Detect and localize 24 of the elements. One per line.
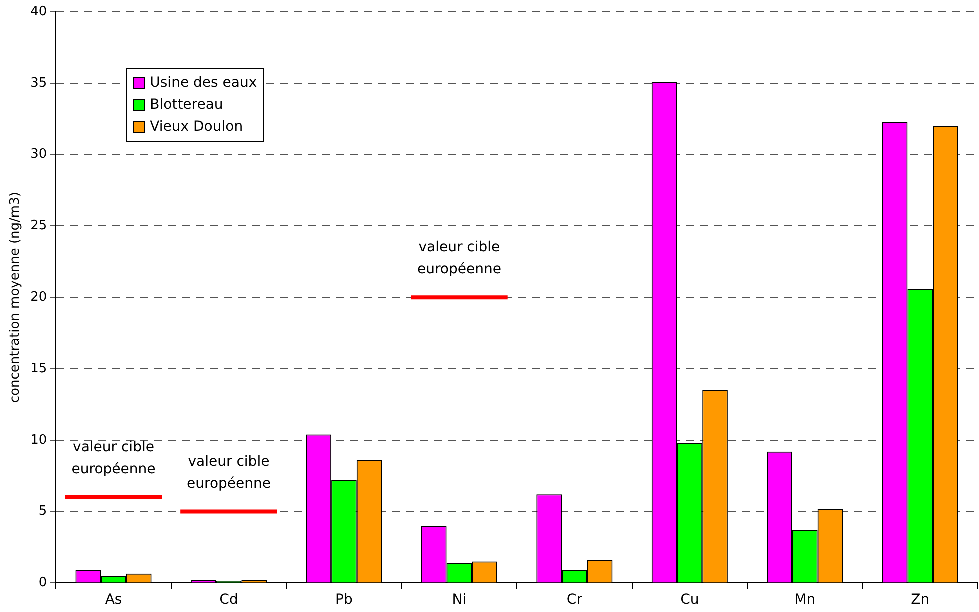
y-tick-label: 0 — [38, 576, 48, 591]
x-tick-label: Mn — [794, 592, 816, 608]
x-tick-label: Zn — [911, 592, 930, 608]
annotation: valeur cible européenne — [72, 440, 156, 478]
annotation: valeur cible européenne — [417, 240, 502, 278]
y-axis-title: concentration moyenne (ng/m3) — [8, 192, 24, 404]
y-tick-label: 35 — [30, 76, 48, 91]
y-tick-label: 25 — [30, 218, 48, 234]
annotation: valeur cible européenne — [187, 454, 271, 492]
legend-label: Usine des eaux — [150, 74, 258, 93]
y-tick-label: 40 — [30, 4, 48, 20]
y-tick-label: 10 — [30, 432, 48, 448]
legend-label: Vieux Doulon — [150, 118, 244, 137]
y-tick-label: 15 — [30, 361, 48, 376]
y-tick-label: 5 — [38, 504, 48, 520]
x-tick-label: Ni — [452, 592, 467, 608]
y-tick-label: 20 — [30, 290, 48, 305]
y-tick-label: 30 — [30, 147, 48, 162]
x-tick-label: Cr — [566, 592, 583, 608]
x-tick-label: As — [105, 592, 122, 608]
x-tick-label: Pb — [336, 592, 353, 608]
x-tick-label: Cu — [680, 592, 700, 608]
legend-label: Blottereau — [150, 96, 224, 115]
x-tick-label: Cd — [220, 592, 238, 608]
